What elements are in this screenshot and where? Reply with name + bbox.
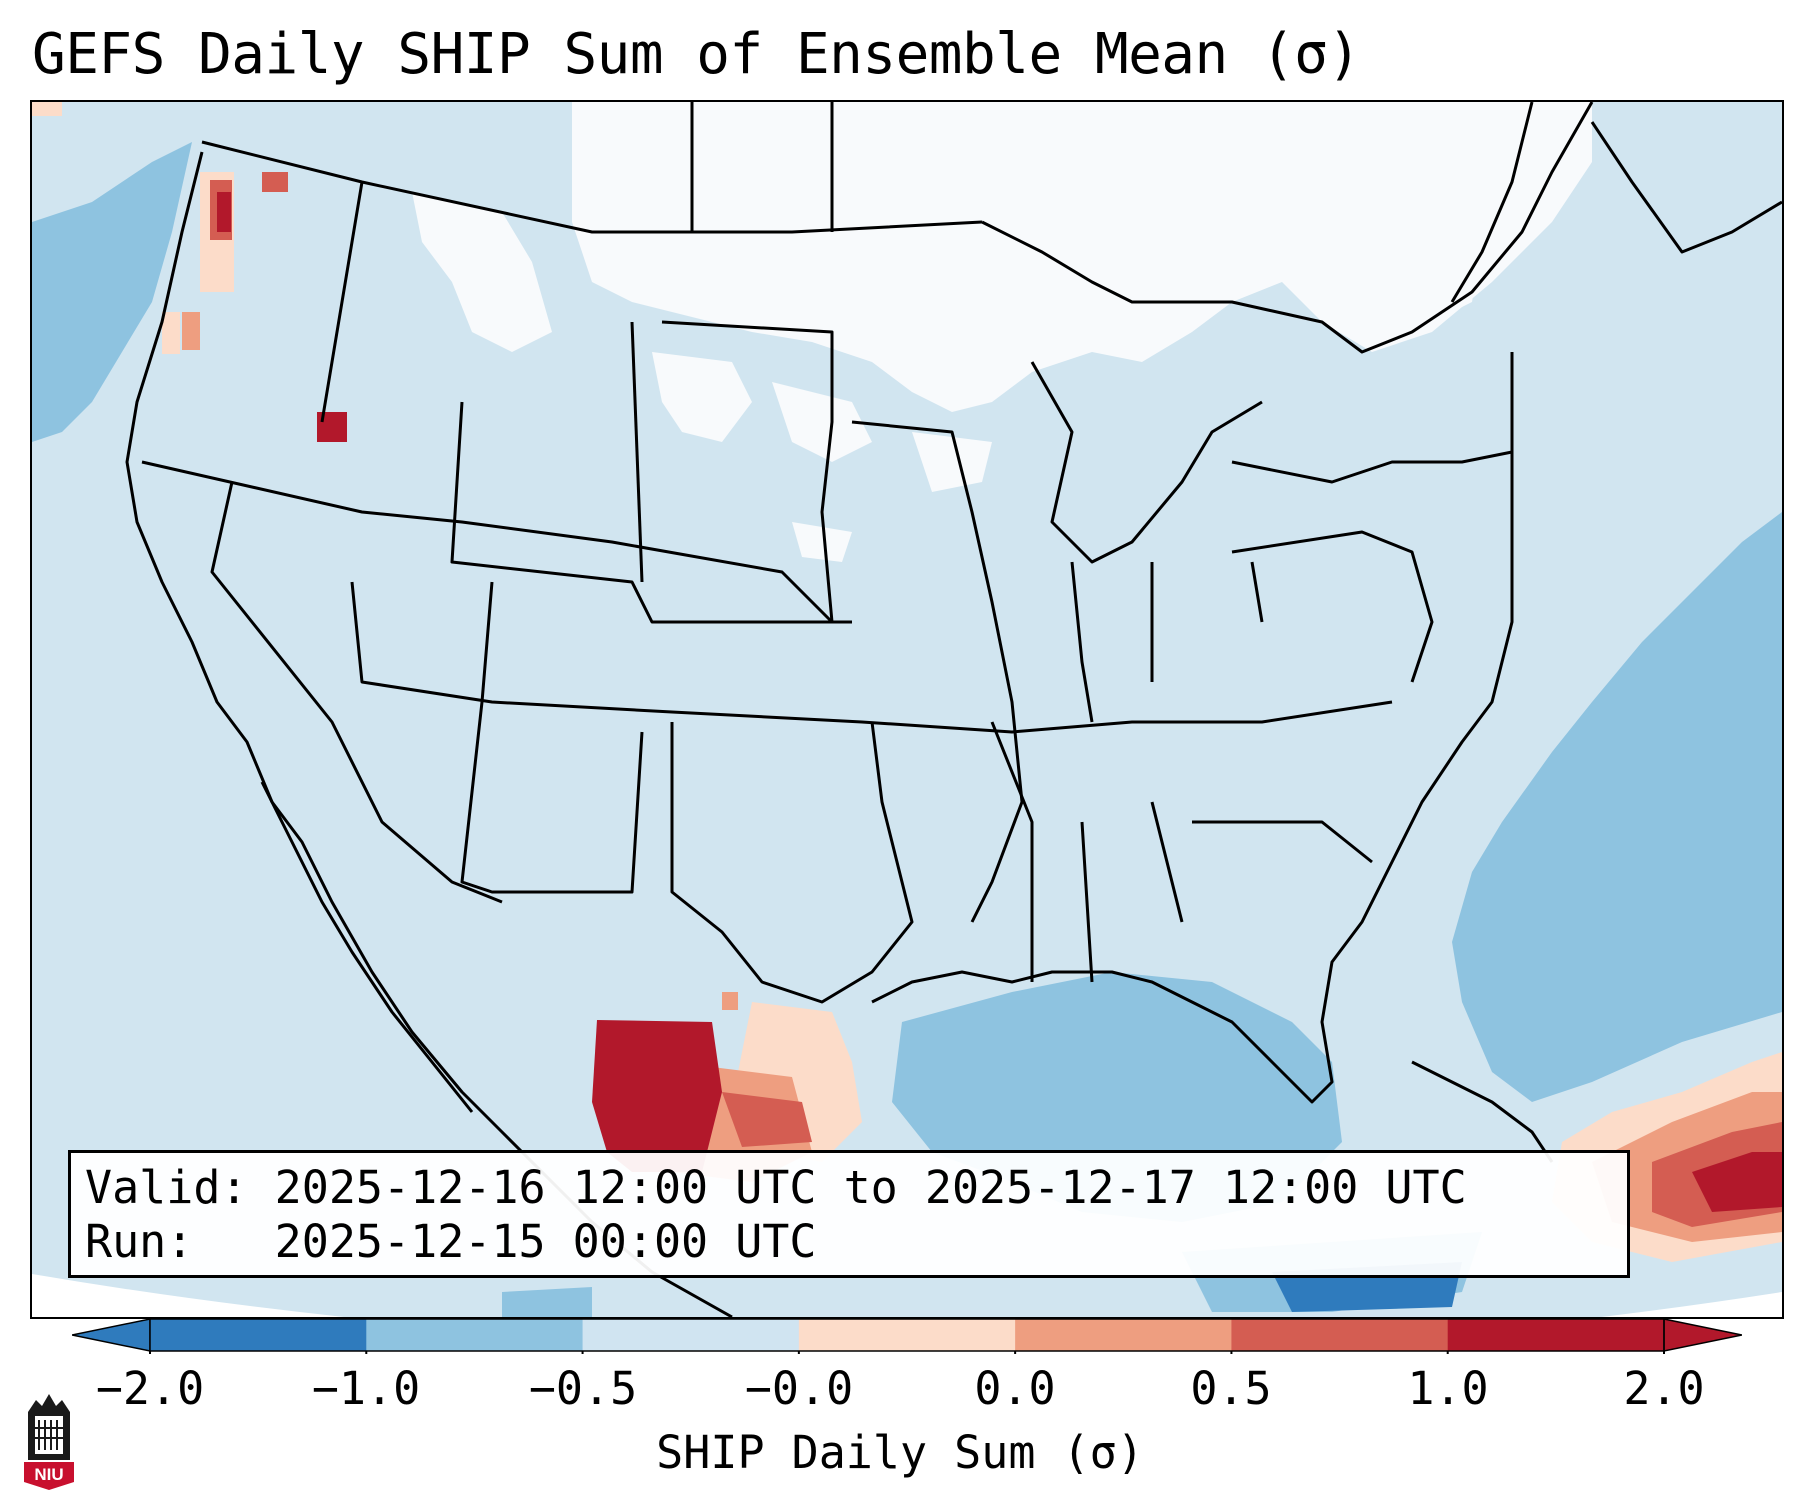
quebec-coast [1450,102,1534,303]
southeast-states [1080,801,1373,983]
colorbar-outline [149,1318,1665,1352]
cuba-hispaniola [1411,1060,1554,1163]
montana-wyoming [630,321,644,583]
colorbar-segment [798,1319,1016,1351]
positive-anomaly-mexico [592,992,862,1182]
colorbar-tick-5: 0.5 [1190,1362,1272,1415]
colorbar-tick-marks [149,1351,1665,1354]
colorbar-segment [1447,1319,1665,1351]
svg-text:NIU: NIU [34,1465,63,1484]
colorbar-tick-2: −0.5 [528,1362,638,1415]
great-lakes-canada-border [981,102,1594,354]
colorbar-extend-high [1663,1318,1742,1352]
baja-coast [260,781,474,1113]
texas-oklahoma [670,721,914,1004]
idaho-line [320,181,364,423]
valid-time-text: Valid: 2025-12-16 12:00 UTC to 2025-12-1… [85,1161,1467,1214]
wyoming-colorado [450,401,852,624]
colorbar-tick-1: −1.0 [311,1362,421,1415]
louisiana-mississippi [990,721,1034,982]
lake-erie-ontario [1231,450,1513,484]
colorbar-segment [150,1319,367,1351]
four-corners [460,581,644,894]
map-canvas [32,102,1782,1317]
colorbar-tick-3: −0.0 [744,1362,854,1415]
midwest-states [1070,561,1264,723]
colorbar-extend-low [72,1318,151,1352]
run-time-text: Run: 2025-12-15 00:00 UTC [85,1215,817,1268]
atlantic-gulf-coast [871,352,1514,1104]
colorbar-tick-0: −2.0 [95,1362,205,1415]
colorbar-segment [1015,1319,1232,1351]
dakotas [661,320,834,623]
colorbar-segments [150,1319,1665,1351]
pennsylvania-virginia [1231,530,1434,683]
lake-michigan-region [1030,361,1263,564]
map-panel [30,100,1784,1319]
positive-anomaly-northwest [32,102,347,442]
colorbar-tick-6: 1.0 [1407,1362,1489,1415]
central-east-west-line [350,581,1393,734]
colorbar-segment [1231,1319,1449,1351]
colorbar-segment [366,1319,584,1351]
map-title: GEFS Daily SHIP Sum of Ensemble Mean (σ) [32,22,1361,87]
maritimes [1590,121,1782,254]
oregon-idaho-line [141,460,834,624]
domain-background [32,102,1782,1317]
colorbar-label: SHIP Daily Sum (σ) [656,1426,1144,1479]
canada-provinces [690,102,834,232]
info-box: Valid: 2025-12-16 12:00 UTC to 2025-12-1… [68,1150,1630,1278]
nevada-az-line [210,481,503,904]
colorbar-tick-4: 0.0 [974,1362,1056,1415]
colorbar-tick-7: 2.0 [1623,1362,1705,1415]
canada-border-west [201,140,983,234]
colorbar-segment [582,1319,800,1351]
niu-logo: NIU [24,1394,74,1490]
colorbar [72,1318,1742,1354]
mississippi-river [851,420,1024,923]
